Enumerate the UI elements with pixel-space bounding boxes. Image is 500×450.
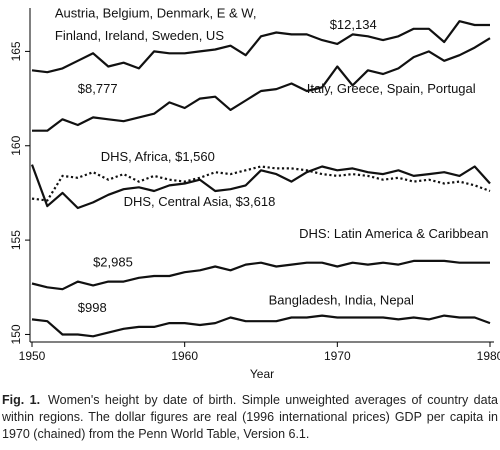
annotation-africa_label: DHS, Africa, $1,560 [101, 149, 215, 164]
y-tick-label: 160 [9, 135, 23, 155]
x-axis-title: Year [250, 367, 274, 381]
x-tick-label: 1970 [324, 349, 351, 363]
x-tick-label: 1960 [171, 349, 198, 363]
axes [29, 8, 494, 343]
series-line-africa [31, 165, 491, 202]
y-tick-label: 150 [9, 324, 23, 344]
annotation-western_names_2: Finland, Ireland, Sweden, US [55, 28, 224, 43]
annotation-western_names_1: Austria, Belgium, Denmark, E & W, [55, 5, 257, 20]
annotation-south_asia_names: Bangladesh, India, Nepal [269, 292, 414, 307]
x-tick-label: 1950 [19, 349, 46, 363]
figure-caption: Fig. 1. Women's height by date of birth. … [2, 392, 498, 443]
series-line-western [31, 20, 490, 74]
annotation-southern_gdp: $8,777 [78, 81, 118, 96]
caption-text: Women's height by date of birth. Simple … [2, 393, 498, 441]
series-lines [30, 20, 491, 338]
ticks: 1950 1960 1970 1980 150 155 160 165 [9, 41, 500, 363]
series-line-central_asia [30, 164, 491, 210]
annotation-latin_label: DHS: Latin America & Caribbean [299, 226, 488, 241]
annotation-southern_names: Italy, Greece, Spain, Portugal [307, 81, 476, 96]
annotations: Austria, Belgium, Denmark, E & W, Finland… [55, 5, 489, 314]
height-chart: 1950 1960 1970 1980 150 155 160 165 Austria, Be… [9, 5, 500, 381]
annotation-south_asia_gdp: $998 [78, 300, 107, 315]
annotation-central_asia_label: DHS, Central Asia, $3,618 [124, 194, 276, 209]
series-line-south_asia [31, 314, 491, 338]
annotation-latin_gdp: $2,985 [93, 255, 133, 270]
annotation-western_gdp: $12,134 [330, 17, 377, 32]
caption-label: Fig. 1. [2, 393, 41, 407]
x-tick-label: 1980 [477, 349, 500, 363]
y-tick-label: 165 [9, 41, 23, 61]
series-line-southern [32, 37, 491, 132]
y-tick-label: 155 [9, 230, 23, 250]
series-line-latin_america [31, 259, 490, 291]
